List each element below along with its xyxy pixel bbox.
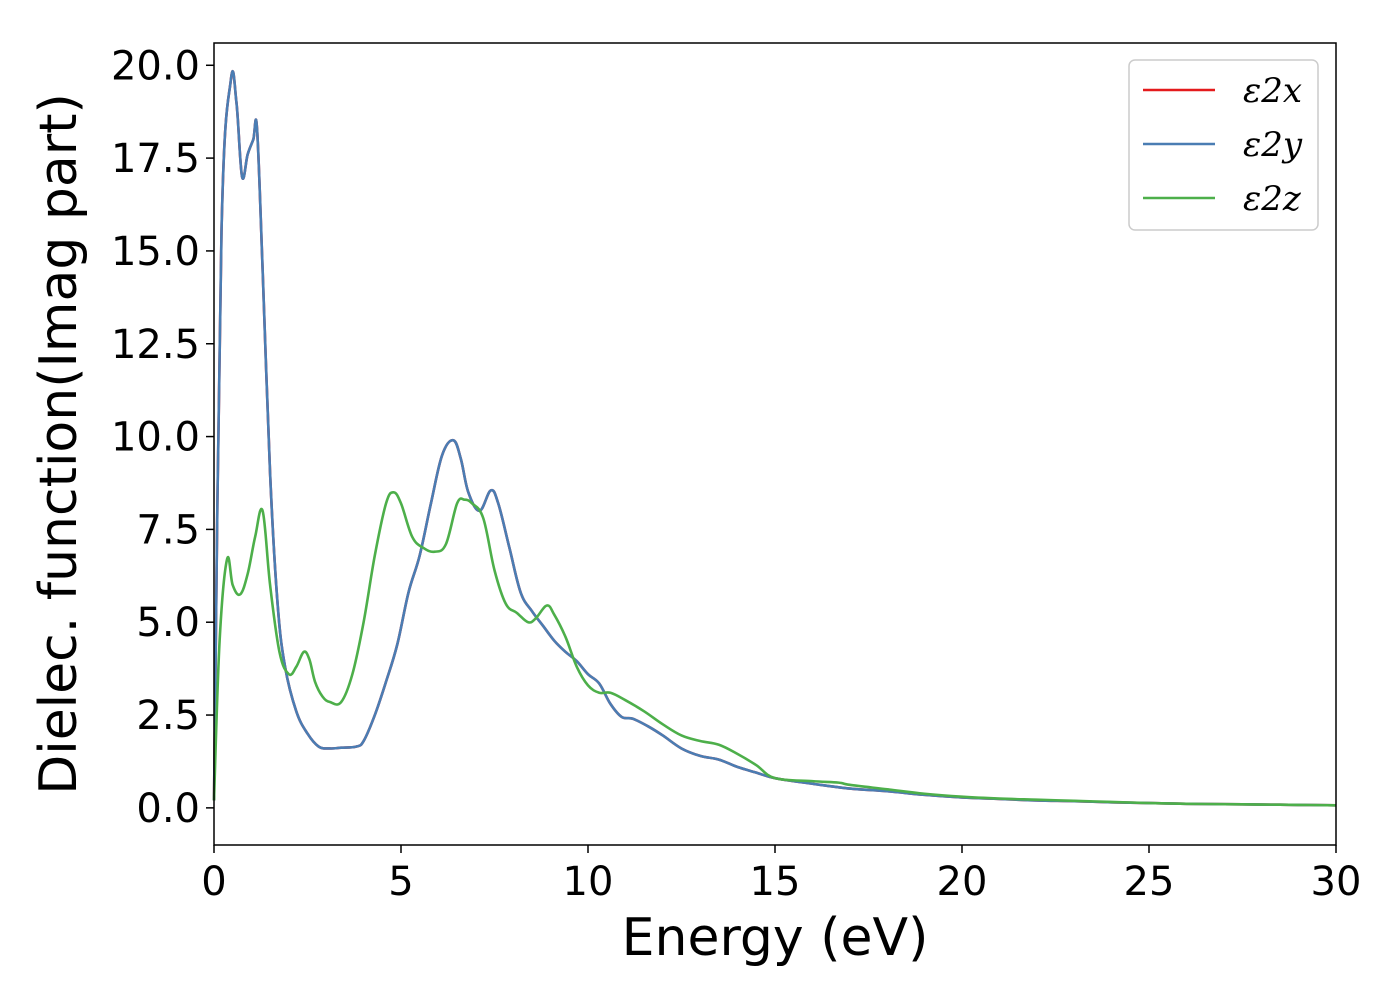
y-tick-label: 20.0 (111, 43, 200, 89)
legend-label-2: ε2y (1243, 125, 1303, 165)
x-axis-ticks: 0 5 10 15 20 25 30 (201, 845, 1361, 905)
y-axis-ticks: 0.0 2.5 5.0 7.5 10.0 12.5 15.0 17.5 20.0 (111, 43, 214, 832)
legend: ε2x ε2y ε2z (1128, 59, 1319, 231)
x-tick-label: 0 (201, 859, 226, 905)
legend-box (1128, 59, 1319, 231)
x-tick-label: 5 (388, 859, 413, 905)
legend-label-3: ε2z (1243, 179, 1302, 219)
x-axis-title: Energy (eV) (622, 908, 929, 968)
y-tick-label: 17.5 (111, 136, 200, 182)
y-tick-label: 0.0 (136, 786, 200, 832)
y-tick-label: 5.0 (136, 600, 200, 646)
x-tick-label: 30 (1311, 859, 1362, 905)
y-tick-label: 2.5 (136, 693, 200, 739)
legend-label-1: ε2x (1243, 71, 1302, 111)
x-tick-label: 25 (1124, 859, 1175, 905)
y-axis-title: Dielec. function(Imag part) (29, 93, 89, 795)
x-tick-label: 15 (750, 859, 801, 905)
series-line-2 (212, 70, 1337, 807)
series-line-3 (212, 490, 1337, 807)
x-tick-label: 10 (563, 859, 614, 905)
series-layer (212, 70, 1337, 807)
x-tick-label: 20 (937, 859, 988, 905)
y-tick-label: 7.5 (136, 507, 200, 553)
y-tick-label: 10.0 (111, 415, 200, 461)
y-tick-label: 15.0 (111, 229, 200, 275)
y-tick-label: 12.5 (111, 322, 200, 368)
